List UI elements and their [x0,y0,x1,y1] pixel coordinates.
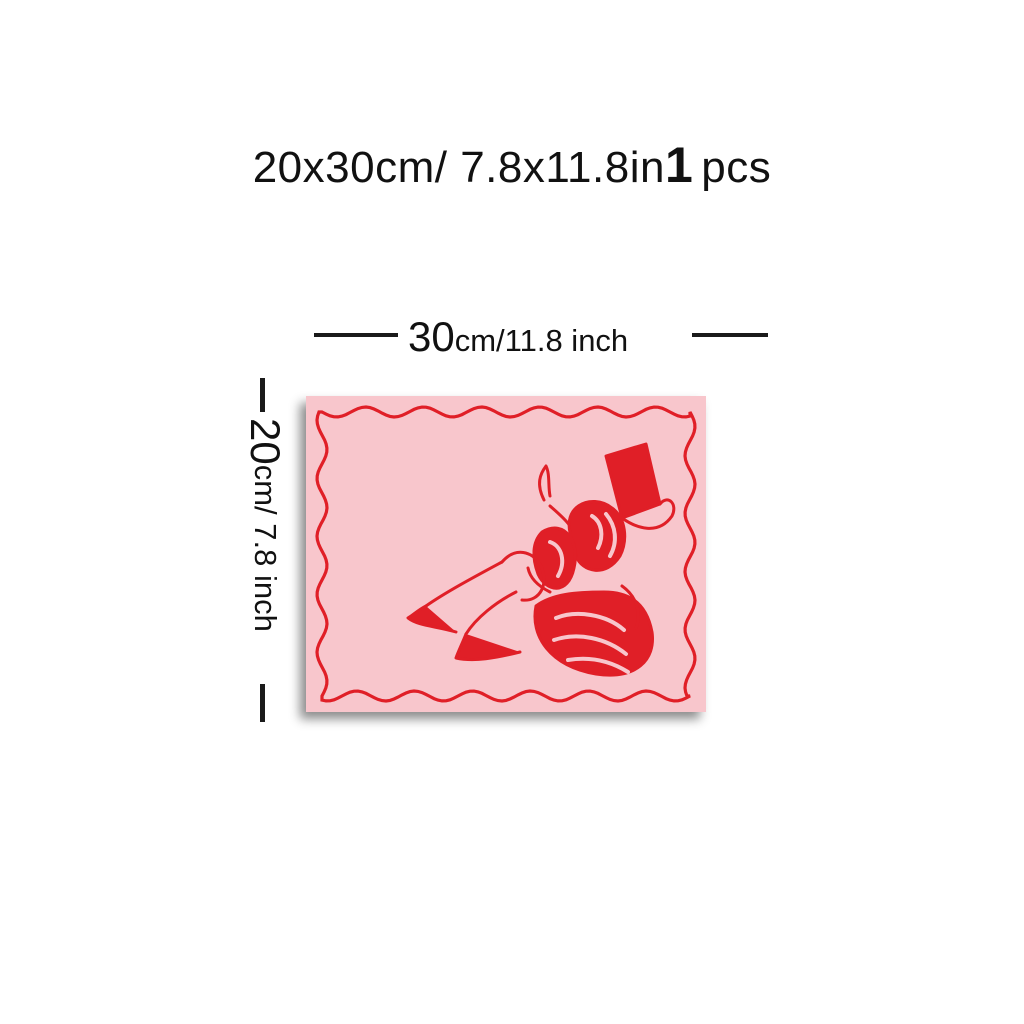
quantity-unit: pcs [701,143,771,192]
height-dimension-tick-bottom [260,684,265,722]
width-dimension: 30cm/11.8 inch [314,312,768,362]
height-unit: cm/ 7.8 inch [248,465,283,632]
product-size-title: 20x30cm/ 7.8x11.8in1 pcs [0,138,1024,195]
width-unit: cm/11.8 inch [455,323,628,358]
height-value: 20 [242,418,289,465]
height-dimension: 20cm/ 7.8 inch [236,378,292,722]
size-text: 20x30cm/ 7.8x11.8in [253,143,665,192]
height-dimension-tick-top [260,378,265,412]
width-dimension-line-right [692,333,768,337]
quantity-number: 1 [665,137,693,193]
width-value: 30 [408,313,455,360]
poster-artwork [306,396,706,712]
width-dimension-line-left [314,333,398,337]
poster-image [306,396,706,712]
width-dimension-label: 30cm/11.8 inch [408,312,628,372]
height-dimension-label: 20cm/ 7.8 inch [242,418,288,632]
